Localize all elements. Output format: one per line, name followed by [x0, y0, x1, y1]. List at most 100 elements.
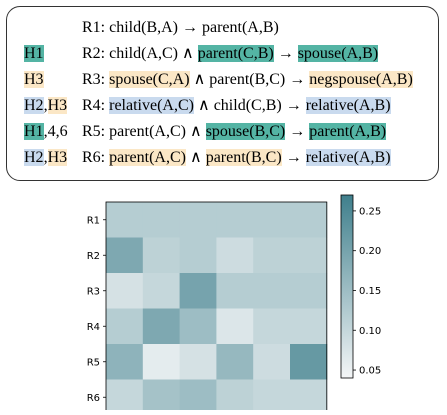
- rule-conclusion: spouse(A,B): [297, 45, 379, 62]
- heatmap-cell-r2-h5: [253, 237, 291, 274]
- rule-text: R3: spouse(C,A) ∧ parent(B,C) → negspous…: [82, 69, 413, 91]
- y-tick-label: R5: [87, 357, 100, 368]
- heatmap-cell-r2-h6: [290, 237, 328, 274]
- heatmap-cell-r5-h3: [179, 344, 217, 380]
- heatmap-cell-r6-h3: [179, 379, 217, 415]
- and-symbol: ∧: [178, 45, 198, 62]
- heatmap-cell-r4-h5: [253, 308, 291, 345]
- heatmap-chart: R1R2R3R4R5R6H1H2H3H4H5H60.050.100.150.20…: [0, 190, 447, 415]
- heatmap-cell-r3-h1: [106, 273, 144, 309]
- heatmap-cell-r4-h3: [179, 308, 217, 345]
- heatmap-cell-r3-h4: [216, 273, 254, 309]
- hypothesis-tag: H3: [24, 71, 44, 88]
- hypothesis-tag: H2: [24, 149, 44, 166]
- y-tick-label: R6: [87, 393, 100, 404]
- heatmap-cell-r4-h4: [216, 308, 254, 345]
- heatmap-cell-r5-h1: [106, 344, 144, 380]
- heatmap-cell-r2-h3: [179, 237, 217, 274]
- rule-atom: child(C,B): [213, 97, 282, 114]
- colorbar: [340, 194, 354, 379]
- heatmap-frame: [105, 201, 328, 415]
- rule-conclusion: relative(A,B): [305, 149, 391, 166]
- heatmap-cell-r5-h4: [216, 344, 254, 380]
- hypothesis-tag: H3: [47, 149, 68, 166]
- rule-id: R2:: [82, 45, 110, 62]
- rule-atom: relative(A,C): [109, 97, 194, 114]
- hypothesis-tag: H2: [24, 97, 44, 114]
- heatmap-cell-r6-h1: [106, 379, 144, 415]
- rule-atom: child(B,A): [109, 19, 178, 36]
- and-symbol: ∧: [193, 97, 214, 114]
- heatmap-cell-r6-h6: [290, 379, 328, 415]
- y-tick-label: R1: [87, 215, 100, 226]
- rule-conclusion: parent(A,B): [202, 19, 279, 36]
- heatmap-cell-r3-h3: [179, 273, 217, 309]
- rule-atom: parent(C,B): [197, 45, 274, 62]
- heatmap-cell-r3-h2: [142, 273, 181, 309]
- hypothesis-tag: ,: [43, 97, 48, 114]
- rule-atom: parent(B,C): [209, 71, 286, 88]
- rule-tags: H2,H3: [24, 95, 68, 117]
- rule-atom: parent(A,C): [109, 123, 186, 140]
- rule-id: R5:: [82, 123, 110, 140]
- rule-atom: spouse(C,A): [109, 71, 190, 88]
- y-tick-label: R3: [87, 286, 100, 297]
- heatmap-cell-r5-h2: [142, 344, 181, 380]
- rule-text: R5: parent(A,C) ∧ spouse(B,C) → parent(A…: [82, 121, 387, 143]
- heatmap-cell-r4-h1: [106, 308, 144, 345]
- heatmap-cell-r4-h2: [142, 308, 181, 345]
- heatmap-cell-r6-h2: [142, 379, 181, 415]
- rule-text: R1: child(B,A) → parent(A,B): [82, 17, 279, 39]
- colorbar-tick-label: 0.25: [359, 206, 381, 217]
- colorbar-tick-label: 0.10: [359, 326, 381, 337]
- heatmap-cell-r2-h2: [142, 237, 181, 274]
- rule-tags: H3: [24, 69, 44, 91]
- heatmap-cell-r1-h6: [290, 202, 328, 238]
- rule-conclusion: negspouse(A,B): [309, 71, 413, 88]
- heatmap-cell-r6-h5: [253, 379, 291, 415]
- heatmap-cell-r2-h1: [106, 237, 144, 274]
- rule-text: R4: relative(A,C) ∧ child(C,B) → relativ…: [82, 95, 391, 117]
- rule-tags: H2,H3: [24, 147, 68, 169]
- implies-arrow: →: [285, 71, 310, 88]
- hypothesis-tag: ,: [43, 149, 48, 166]
- colorbar-tick-label: 0.05: [359, 366, 381, 377]
- and-symbol: ∧: [189, 71, 210, 88]
- hypothesis-tag: H1: [24, 123, 44, 140]
- rule-atom: spouse(B,C): [205, 123, 286, 140]
- colorbar-tick-label: 0.15: [359, 286, 381, 297]
- heatmap-cell-r2-h4: [216, 237, 254, 274]
- and-symbol: ∧: [185, 123, 206, 140]
- rule-text: R2: child(A,C) ∧ parent(C,B) → spouse(A,…: [82, 43, 379, 65]
- rule-conclusion: relative(A,B): [305, 97, 391, 114]
- implies-arrow: →: [281, 97, 306, 114]
- y-tick-label: R2: [87, 251, 100, 262]
- colorbar-tick-label: 0.20: [359, 246, 381, 257]
- rule-id: R6:: [82, 149, 110, 166]
- rule-id: R3:: [82, 71, 110, 88]
- heatmap-cell-r1-h3: [179, 202, 217, 238]
- rule-atom: parent(A,C): [109, 149, 186, 166]
- heatmap-cell-r1-h1: [106, 202, 144, 238]
- heatmap-cell-r1-h4: [216, 202, 254, 238]
- rule-tags: H1,4,6: [24, 121, 68, 143]
- hypothesis-tag: H1: [24, 45, 44, 62]
- heatmap-cell-r5-h6: [290, 344, 328, 380]
- rules-panel: R1: child(B,A) → parent(A,B) H1 R2: child(…: [6, 6, 439, 181]
- implies-arrow: →: [285, 123, 310, 140]
- rule-id: R1:: [82, 19, 110, 36]
- implies-arrow: →: [273, 45, 298, 62]
- rule-text: R6: parent(A,C) ∧ parent(B,C) → relative…: [82, 147, 391, 169]
- hypothesis-tag: H3: [47, 97, 68, 114]
- heatmap-cell-r3-h5: [253, 273, 291, 309]
- rule-tags: H1: [24, 43, 44, 65]
- heatmap-cell-r1-h5: [253, 202, 291, 238]
- implies-arrow: →: [178, 19, 202, 36]
- and-symbol: ∧: [185, 149, 206, 166]
- heatmap-cell-r3-h6: [290, 273, 328, 309]
- heatmap-svg: R1R2R3R4R5R6H1H2H3H4H5H60.050.100.150.20…: [87, 194, 381, 415]
- implies-arrow: →: [281, 149, 306, 166]
- heatmap-cell-r6-h4: [216, 379, 254, 415]
- rule-conclusion: parent(A,B): [309, 123, 387, 140]
- rule-atom: child(A,C): [109, 45, 178, 62]
